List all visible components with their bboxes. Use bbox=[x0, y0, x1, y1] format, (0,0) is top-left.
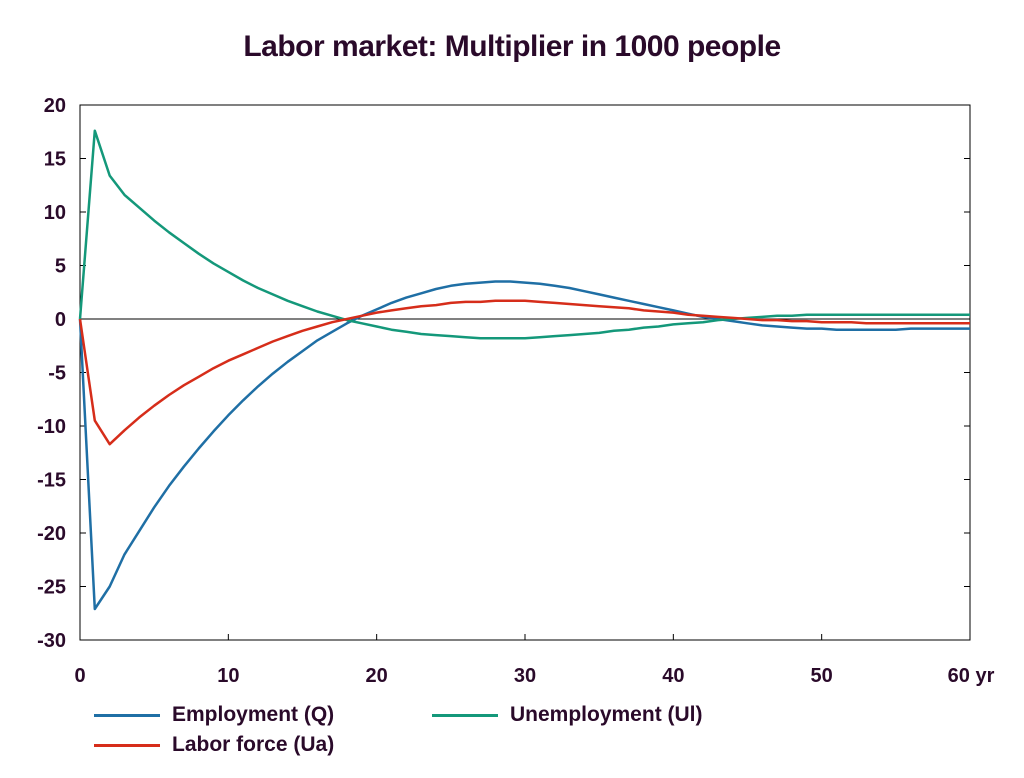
x-tick-label: 60 yr bbox=[948, 665, 995, 687]
y-tick-label: 0 bbox=[55, 309, 66, 331]
x-tick-label: 50 bbox=[811, 665, 833, 687]
series-line-1 bbox=[78, 129, 970, 340]
y-tick-label: 15 bbox=[44, 149, 66, 171]
y-tick-label: -30 bbox=[37, 630, 66, 652]
y-tick-label: -20 bbox=[37, 523, 66, 545]
legend-item-employment: Employment (Q) bbox=[94, 703, 334, 727]
legend-label-unemployment: Unemployment (Ul) bbox=[510, 703, 703, 726]
x-tick-label: 20 bbox=[366, 665, 388, 687]
plot-frame bbox=[79, 104, 971, 641]
y-tick-label: 20 bbox=[44, 95, 66, 117]
legend-item-labor-force: Labor force (Ua) bbox=[94, 733, 334, 757]
legend-swatch-labor-force bbox=[94, 743, 160, 747]
y-tick-label: -10 bbox=[37, 416, 66, 438]
chart-title: Labor market: Multiplier in 1000 people bbox=[243, 30, 781, 63]
y-tick-label: -15 bbox=[37, 470, 66, 492]
x-tick-label: 0 bbox=[74, 665, 85, 687]
tick-marks bbox=[79, 104, 971, 641]
x-tick-label: 40 bbox=[662, 665, 684, 687]
legend-label-labor-force: Labor force (Ua) bbox=[172, 733, 335, 756]
legend-swatch-employment bbox=[94, 713, 160, 717]
y-tick-label: -5 bbox=[48, 363, 66, 385]
series-lines bbox=[78, 129, 970, 611]
legend-label-employment: Employment (Q) bbox=[172, 703, 335, 726]
x-tick-label: 30 bbox=[514, 665, 536, 687]
series-line-2 bbox=[78, 299, 970, 446]
axes-frame bbox=[79, 104, 971, 641]
legend-item-unemployment: Unemployment (Ul) bbox=[432, 703, 703, 727]
y-tick-label: 5 bbox=[55, 256, 66, 278]
y-tick-label: -25 bbox=[37, 577, 66, 599]
x-tick-label: 10 bbox=[217, 665, 239, 687]
legend-swatch-unemployment bbox=[432, 713, 498, 717]
y-tick-label: 10 bbox=[44, 202, 66, 224]
series-line-0 bbox=[78, 280, 970, 611]
